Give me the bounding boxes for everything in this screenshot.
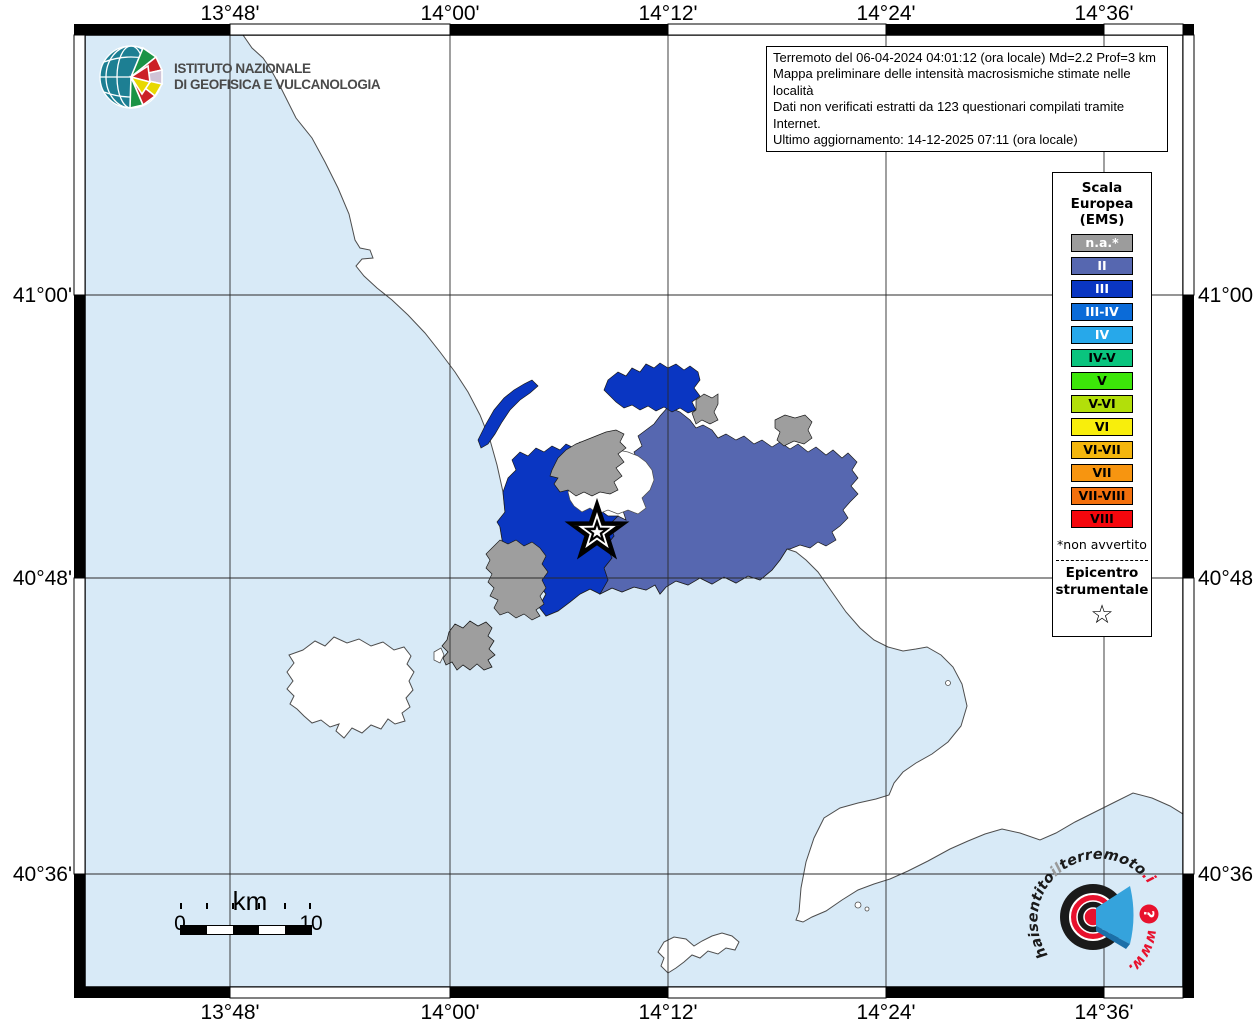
region-na-quarto xyxy=(549,429,627,497)
axis-bottom-3: 14°12' xyxy=(638,1001,698,1024)
question-badge xyxy=(1139,904,1159,924)
border-top xyxy=(85,23,1184,36)
island-procida-na xyxy=(441,620,496,671)
ingv-globe-icon xyxy=(99,45,164,110)
axis-left-3: 40°36' xyxy=(12,863,72,886)
region-na-north-a xyxy=(691,393,719,425)
islet-li-galli-2 xyxy=(864,906,870,912)
scale-bar: km 0 10 xyxy=(150,886,350,935)
legend-items: n.a.* II III III-IV IV IV-V V V-VI VI VI-VII VII VI… xyxy=(1053,234,1151,528)
intensity-legend: Scala Europea (EMS) n.a.* II III III-IV IV IV… xyxy=(1052,172,1152,637)
legend-item-iii: III xyxy=(1071,280,1133,298)
legend-item-ii: II xyxy=(1071,257,1133,275)
axis-right-2: 40°48' xyxy=(1198,567,1254,590)
region-na-bacoli xyxy=(485,539,549,621)
scale-unit-label: km xyxy=(232,886,268,916)
event-info-line-3: Dati non verificati estratti da 123 ques… xyxy=(773,99,1125,131)
region-intensity-ii xyxy=(599,406,859,595)
scale-ten-label: 10 xyxy=(299,912,323,935)
islet-li-galli-1 xyxy=(854,901,862,909)
legend-item-iv: IV xyxy=(1071,326,1133,344)
legend-item-vii-viii: VII-VIII xyxy=(1071,487,1133,505)
legend-item-vii: VII xyxy=(1071,464,1133,482)
axis-top-1: 13°48' xyxy=(200,2,260,25)
axis-top-3: 14°12' xyxy=(638,2,698,25)
legend-item-iii-iv: III-IV xyxy=(1071,303,1133,321)
legend-item-vi: VI xyxy=(1071,418,1133,436)
legend-item-vi-vii: VI-VII xyxy=(1071,441,1133,459)
legend-item-n-a-: n.a.* xyxy=(1071,234,1133,252)
axis-top-2: 14°00' xyxy=(420,2,480,25)
axis-left-1: 41°00' xyxy=(12,284,72,307)
scale-zero-label: 0 xyxy=(174,912,186,935)
island-ischia xyxy=(286,636,415,739)
ingv-wordmark: ISTITUTO NAZIONALE DI GEOFISICA E VULCAN… xyxy=(174,61,381,92)
question-mark: ? xyxy=(1140,909,1157,918)
epicenter-star xyxy=(564,497,630,560)
legend-item-iv-v: IV-V xyxy=(1071,349,1133,367)
legend-epicenter-label: Epicentro strumentale xyxy=(1055,565,1149,598)
scale-track xyxy=(180,925,312,935)
island-capri xyxy=(657,932,740,974)
axis-bottom-2: 14°00' xyxy=(420,1001,480,1024)
region-na-north-b xyxy=(774,414,813,447)
axis-left-2: 40°48' xyxy=(12,567,72,590)
event-info-line-4: Ultimo aggiornamento: 14-12-2025 07:11 (… xyxy=(773,132,1078,148)
epicenter-star-icon: ☆ xyxy=(1090,600,1114,630)
axis-bottom-4: 14°24' xyxy=(856,1001,916,1024)
event-info-line-1: Terremoto del 06-04-2024 04:01:12 (ora l… xyxy=(773,50,1156,65)
legend-item-v-vi: V-VI xyxy=(1071,395,1133,413)
border-bottom xyxy=(85,986,1184,999)
legend-footnote: *non avvertito xyxy=(1057,537,1147,552)
axis-bottom-1: 13°48' xyxy=(200,1001,260,1024)
islet-rovigliano xyxy=(945,680,951,686)
legend-item-viii: VIII xyxy=(1071,510,1133,528)
axis-bottom-5: 14°36' xyxy=(1074,1001,1134,1024)
border-left xyxy=(73,24,86,998)
axis-top-4: 14°24' xyxy=(856,2,916,25)
axis-top-5: 14°36' xyxy=(1074,2,1134,25)
island-vivara xyxy=(433,647,445,664)
legend-title: Scala Europea (EMS) xyxy=(1070,180,1134,228)
event-info-box: Terremoto del 06-04-2024 04:01:12 (ora l… xyxy=(766,46,1168,153)
megaphone-icon xyxy=(1096,886,1134,944)
border-right xyxy=(1182,24,1195,998)
region-intensity-iii-coast-strip xyxy=(477,379,539,449)
ingv-logo: ISTITUTO NAZIONALE DI GEOFISICA E VULCAN… xyxy=(98,44,381,110)
event-info-line-2: Mappa preliminare delle intensità macros… xyxy=(773,66,1131,98)
legend-item-v: V xyxy=(1071,372,1133,390)
region-intensity-iii-north xyxy=(603,362,701,414)
legend-divider xyxy=(1056,560,1148,561)
axis-right-3: 40°36' xyxy=(1198,863,1254,886)
graticule xyxy=(85,35,1183,987)
axis-right-1: 41°00' xyxy=(1198,284,1254,307)
